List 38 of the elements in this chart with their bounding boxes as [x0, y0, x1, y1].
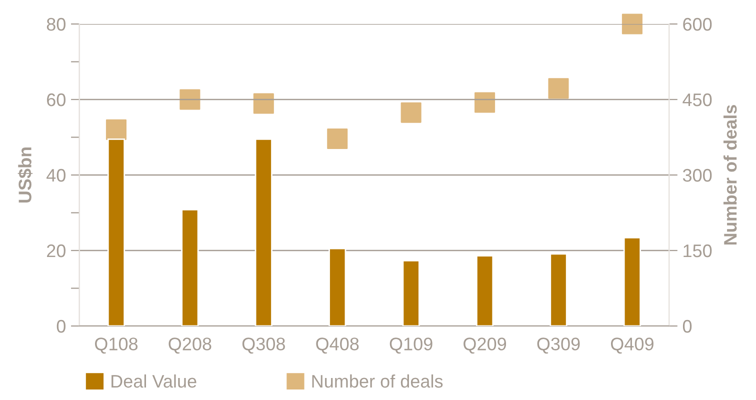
point — [622, 14, 642, 34]
point — [180, 89, 200, 110]
bar — [476, 255, 494, 326]
bar — [550, 253, 568, 326]
x-tick-label: Q308 — [242, 338, 285, 354]
legend-label: Deal Value — [112, 374, 196, 388]
y2-tick-label: 300 — [682, 168, 712, 182]
x-tick-label: Q408 — [316, 338, 359, 354]
x-tick-label: Q209 — [464, 338, 506, 354]
bar — [402, 260, 420, 326]
y2-tick-label: 450 — [682, 93, 712, 106]
point — [400, 102, 422, 123]
legend-label: Number of deals — [312, 374, 443, 388]
bar — [623, 236, 642, 326]
y-tick-label: 40 — [46, 168, 66, 182]
y2-tick-label: 150 — [684, 244, 712, 258]
bar — [107, 138, 126, 326]
y2-tick-label: 0 — [682, 320, 692, 333]
y2-tick-label: 600 — [683, 18, 712, 31]
x-tick-label: Q208 — [168, 338, 212, 354]
x-tick-label: Q109 — [390, 338, 432, 354]
bar — [181, 209, 199, 326]
point — [548, 78, 569, 99]
bar — [328, 248, 346, 326]
point — [106, 119, 126, 140]
point — [474, 92, 496, 113]
y-axis-title: US$bn — [18, 148, 33, 203]
x-tick-label: Q108 — [95, 338, 138, 354]
x-tick-label: Q309 — [537, 338, 580, 354]
y-tick-label: 60 — [47, 93, 66, 106]
point — [327, 128, 348, 150]
y-tick-label: 0 — [56, 320, 66, 333]
y-tick-label: 20 — [47, 244, 66, 258]
x-tick-label: Q409 — [610, 338, 654, 354]
bar — [254, 138, 272, 326]
point — [253, 93, 274, 114]
y-tick-label: 80 — [46, 18, 66, 31]
y2-axis-title: Number of deals — [723, 105, 737, 245]
